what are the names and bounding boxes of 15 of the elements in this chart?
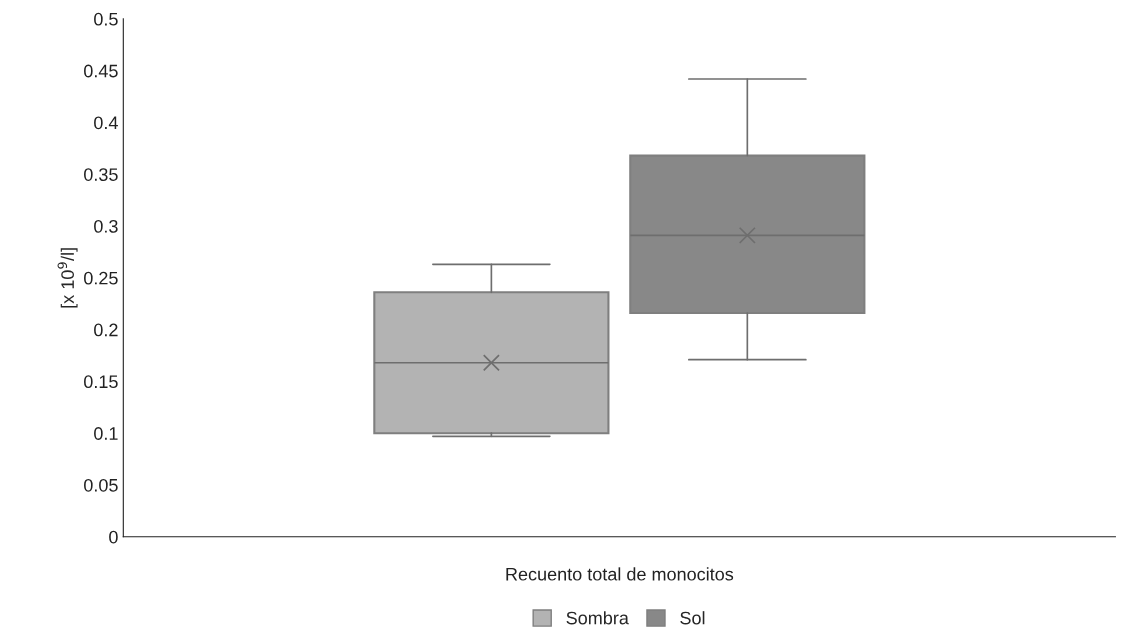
legend-label: Sol: [680, 611, 705, 625]
y-tick-label: 0.1: [94, 427, 118, 440]
legend-label: Sombra: [566, 611, 629, 625]
y-tick-label: 0.35: [84, 168, 118, 181]
y-tick-label: 0.15: [84, 375, 118, 389]
y-tick-label: 0.45: [84, 64, 118, 78]
y-tick-label: 0.4: [94, 116, 118, 130]
y-tick-label: 0.25: [84, 271, 118, 285]
y-tick-label: 0.5: [94, 12, 118, 26]
y-tick-label: 0.05: [84, 478, 118, 492]
x-tick-label: Recuento total de monocitos: [506, 567, 734, 581]
y-tick-label: 0.3: [94, 219, 118, 233]
y-tick-label: 0.2: [94, 323, 118, 337]
y-axis-title: [x 10$^{9}$/l]: [57, 248, 78, 308]
y-tick-label: 0: [109, 530, 118, 544]
